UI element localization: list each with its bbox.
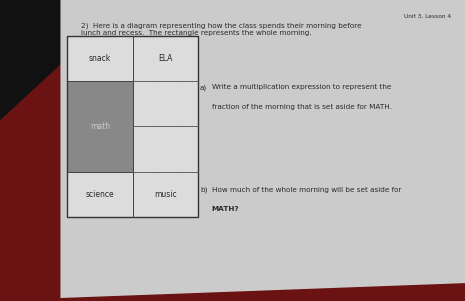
Text: 2)  Here is a diagram representing how the class spends their morning before
lun: 2) Here is a diagram representing how th… (81, 23, 362, 36)
Bar (67, 36, 133, 81)
Text: ELA: ELA (158, 54, 172, 63)
Text: music: music (154, 190, 176, 199)
Bar (67, 172, 133, 217)
Text: Unit 3, Lesson 4: Unit 3, Lesson 4 (404, 14, 451, 19)
Polygon shape (60, 0, 465, 298)
Text: a): a) (200, 84, 207, 91)
Text: fraction of the morning that is set aside for MATH.: fraction of the morning that is set asid… (212, 104, 392, 110)
Polygon shape (0, 0, 130, 120)
Bar (133, 81, 198, 126)
Bar (133, 126, 198, 172)
Text: Write a multiplication expression to represent the: Write a multiplication expression to rep… (212, 84, 391, 90)
Text: science: science (86, 190, 114, 199)
Text: MATH?: MATH? (212, 206, 239, 212)
Bar (133, 36, 198, 81)
Bar (67, 81, 133, 172)
Text: snack: snack (89, 54, 111, 63)
Text: How much of the whole morning will be set aside for: How much of the whole morning will be se… (212, 187, 401, 193)
Text: math: math (90, 122, 110, 131)
Text: b): b) (200, 187, 207, 193)
Bar (67, 36, 198, 217)
Bar (133, 172, 198, 217)
